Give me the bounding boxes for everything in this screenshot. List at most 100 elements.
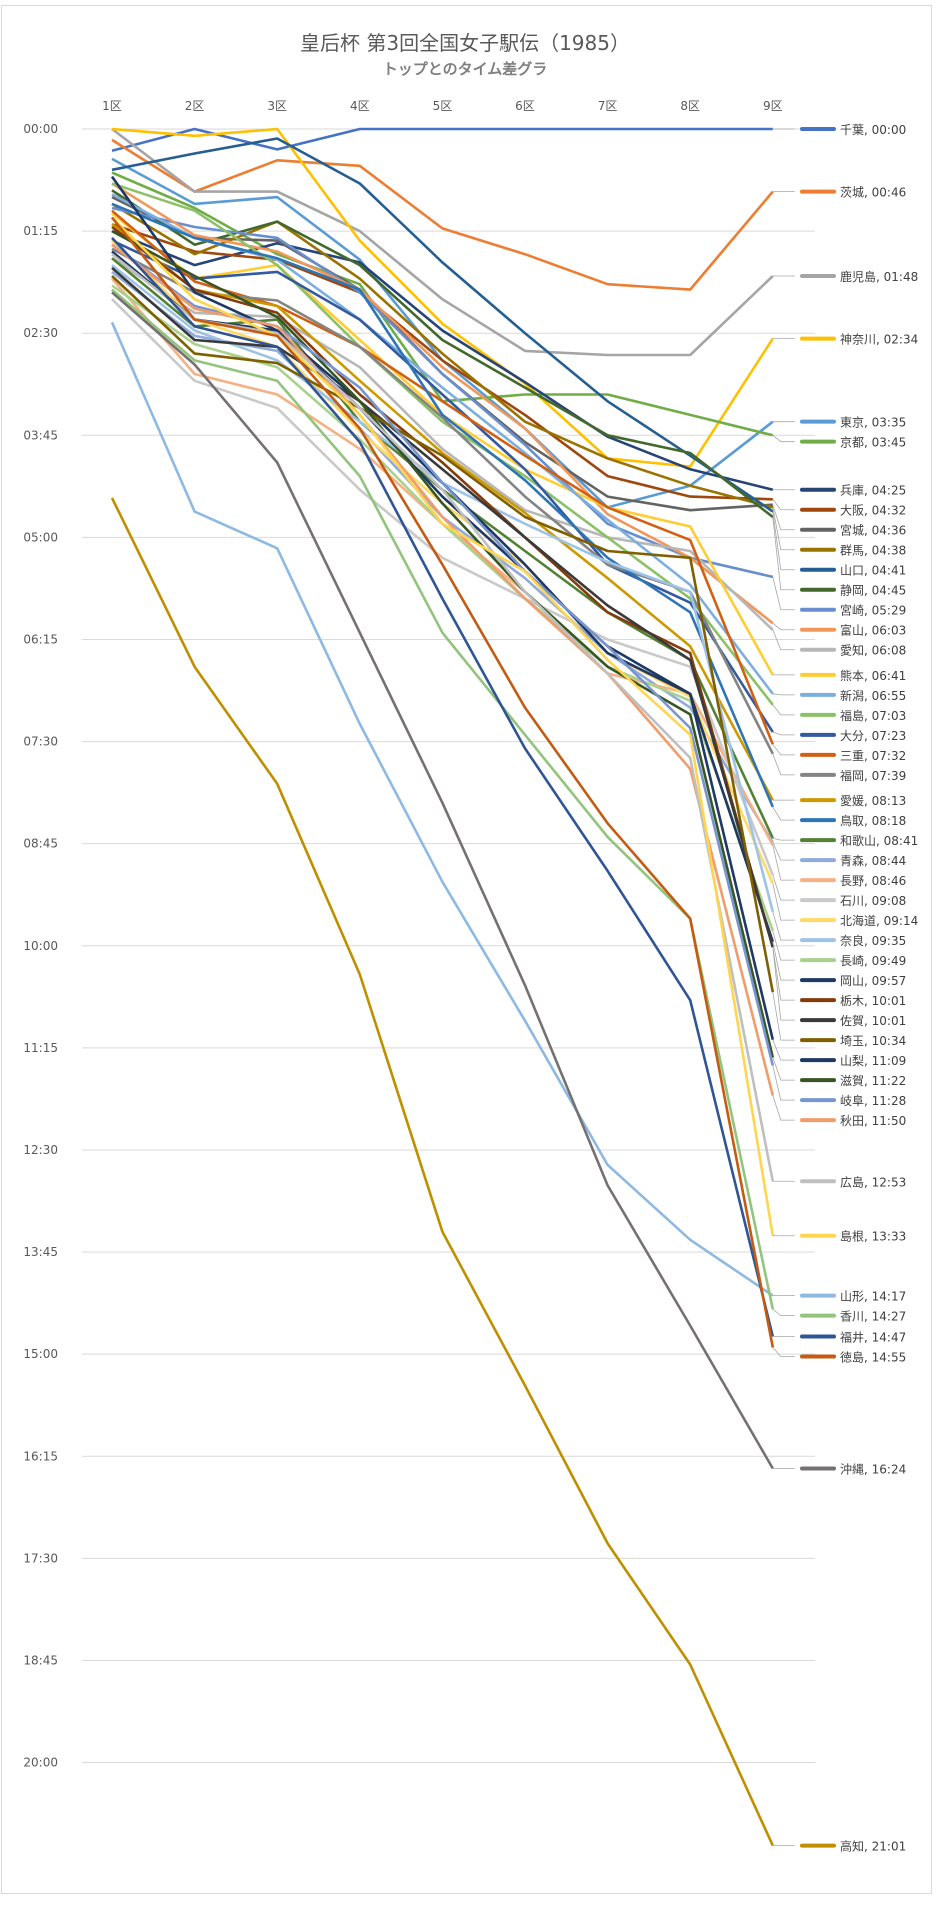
legend-leader-line bbox=[772, 1065, 795, 1101]
legend-label: 香川, 14:27 bbox=[840, 1310, 906, 1324]
legend-leader-line bbox=[772, 693, 795, 696]
series-line-島根 bbox=[111, 216, 775, 1236]
legend-label: 青森, 08:44 bbox=[840, 853, 906, 868]
series-line-茨城 bbox=[111, 138, 774, 291]
series-line-愛媛 bbox=[111, 223, 774, 801]
series-line-大阪 bbox=[111, 223, 773, 501]
legend-label: 茨城, 00:46 bbox=[840, 186, 906, 200]
legend-label: 石川, 09:08 bbox=[840, 894, 906, 908]
legend-label: 東京, 03:35 bbox=[840, 416, 906, 430]
series-line-福島 bbox=[111, 182, 774, 706]
legend-label: 鳥取, 08:18 bbox=[840, 813, 906, 828]
x-tick-label: 4区 bbox=[350, 99, 370, 113]
legend-label: 熊本, 06:41 bbox=[840, 668, 906, 683]
series-line-滋賀 bbox=[111, 229, 775, 1058]
legend-leader-line bbox=[772, 511, 795, 571]
x-tick-label: 2区 bbox=[185, 99, 205, 113]
y-tick-label: 06:15 bbox=[23, 632, 58, 646]
legend-label: 千葉, 00:00 bbox=[840, 123, 906, 137]
legend-label: 滋賀, 11:22 bbox=[840, 1074, 906, 1088]
legend-leader-line bbox=[772, 731, 795, 736]
series-line-静岡 bbox=[111, 189, 774, 519]
legend-leader-line bbox=[772, 753, 795, 776]
legend-label: 埼玉, 10:34 bbox=[840, 1034, 906, 1048]
y-tick-label: 10:00 bbox=[23, 939, 58, 953]
legend-leader-line bbox=[772, 504, 795, 531]
y-tick-label: 15:00 bbox=[23, 1347, 58, 1361]
legend-leader-line bbox=[772, 874, 795, 901]
series-line-三重 bbox=[111, 209, 775, 745]
legend-leader-line bbox=[772, 947, 795, 1001]
series-line-鹿児島 bbox=[111, 127, 774, 357]
series-line-高知 bbox=[110, 497, 774, 1847]
gridlines bbox=[82, 128, 815, 1764]
x-axis-ticks: 1区 2区 3区 4区 5区 6区 7区 8区 9区 bbox=[102, 99, 782, 113]
y-tick-label: 16:15 bbox=[23, 1449, 58, 1463]
legend-label: 山口, 04:41 bbox=[840, 564, 906, 578]
x-tick-label: 8区 bbox=[680, 99, 700, 113]
y-tick-label: 01:15 bbox=[23, 224, 58, 238]
legend-label: 鹿児島, 01:48 bbox=[840, 269, 918, 284]
series-line-石川 bbox=[111, 298, 775, 876]
series-line-大分 bbox=[111, 239, 774, 733]
legend-label: 和歌山, 08:41 bbox=[840, 833, 918, 848]
legend-leader-line bbox=[772, 1057, 795, 1081]
legend-label: 高知, 21:01 bbox=[840, 1839, 906, 1854]
legend-label: 群馬, 04:38 bbox=[840, 544, 906, 558]
legend-label: 愛媛, 08:13 bbox=[840, 794, 906, 808]
legend-label: 福井, 14:47 bbox=[840, 1329, 906, 1344]
legend-leader-line bbox=[772, 947, 795, 1021]
legend-leader-line bbox=[772, 991, 795, 1041]
legend-leader-line bbox=[772, 434, 795, 443]
legend-leader-line bbox=[772, 930, 795, 961]
legend-label: 長崎, 09:49 bbox=[840, 954, 906, 968]
y-tick-label: 11:15 bbox=[23, 1041, 58, 1055]
series-lines bbox=[110, 127, 775, 1847]
legend-label: 佐賀, 10:01 bbox=[840, 1014, 906, 1028]
y-tick-label: 05:00 bbox=[23, 530, 58, 544]
legend-label: 沖縄, 16:24 bbox=[840, 1462, 906, 1477]
legend-label: 岡山, 09:57 bbox=[840, 974, 906, 988]
x-tick-label: 5区 bbox=[433, 99, 453, 113]
y-tick-label: 12:30 bbox=[23, 1143, 58, 1157]
legend-label: 富山, 06:03 bbox=[840, 623, 906, 638]
series-line-群馬 bbox=[111, 202, 774, 509]
legend-label: 福岡, 07:39 bbox=[840, 768, 906, 783]
legend-leader-line bbox=[772, 806, 795, 821]
legend-label: 広島, 12:53 bbox=[840, 1174, 906, 1189]
series-line-鳥取 bbox=[111, 202, 774, 808]
chart-frame bbox=[1, 5, 932, 1894]
y-tick-label: 00:00 bbox=[23, 122, 58, 136]
legend-label: 島根, 13:33 bbox=[840, 1229, 906, 1244]
legend-label: 静岡, 04:45 bbox=[840, 584, 906, 598]
legend-leader-line bbox=[772, 1308, 795, 1317]
legend-label: 山形, 14:17 bbox=[840, 1290, 906, 1304]
x-tick-label: 6区 bbox=[515, 99, 535, 113]
legend-label: 京都, 03:45 bbox=[840, 436, 906, 450]
series-line-秋田 bbox=[111, 243, 775, 1096]
y-tick-label: 03:45 bbox=[23, 428, 58, 442]
legend-leader-line bbox=[772, 842, 795, 861]
legend-label: 長野, 08:46 bbox=[840, 874, 906, 888]
y-tick-label: 02:30 bbox=[23, 326, 58, 340]
series-line-埼玉 bbox=[111, 275, 775, 993]
y-tick-label: 07:30 bbox=[23, 735, 58, 749]
legend-leader-line bbox=[772, 883, 795, 921]
legend-label: 宮城, 04:36 bbox=[840, 523, 906, 538]
legend-label: 岐阜, 11:28 bbox=[840, 1094, 906, 1108]
legend-leader-line bbox=[772, 1095, 795, 1121]
x-tick-label: 7区 bbox=[598, 99, 618, 113]
series-line-奈良 bbox=[111, 264, 775, 913]
y-tick-label: 17:30 bbox=[23, 1551, 58, 1565]
y-tick-label: 13:45 bbox=[23, 1245, 58, 1259]
x-tick-label: 1区 bbox=[102, 99, 122, 113]
legend-leader-line bbox=[772, 576, 795, 611]
legend-label: 新潟, 06:55 bbox=[840, 688, 906, 703]
legend-label: 大阪, 04:32 bbox=[840, 504, 906, 518]
legend-leader-line bbox=[772, 1039, 795, 1061]
legend-label: 奈良, 09:35 bbox=[840, 933, 906, 948]
legend-label: 大分, 07:23 bbox=[840, 729, 906, 743]
chart-subtitle: トップとのタイム差グラ bbox=[383, 60, 548, 78]
series-line-沖縄 bbox=[111, 291, 774, 1470]
